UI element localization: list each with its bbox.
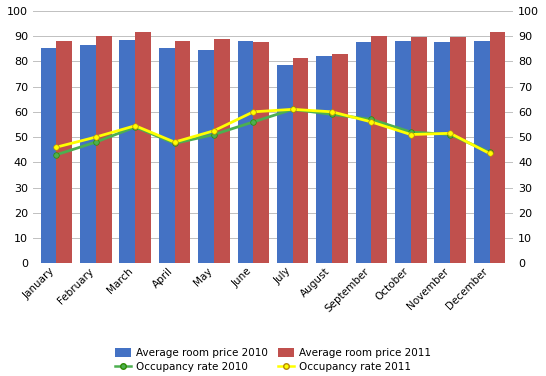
Occupancy rate 2011 (132, 123, 139, 128)
Occupancy rate 2011 (53, 145, 60, 149)
Occupancy rate 2010 (486, 150, 493, 155)
Bar (198, 50, 214, 263)
Bar (395, 41, 411, 263)
Occupancy rate 2010 (92, 140, 99, 144)
Line: Occupancy rate 2010: Occupancy rate 2010 (54, 106, 492, 158)
Occupancy rate 2010 (211, 132, 217, 137)
Bar (316, 56, 332, 263)
Bar (450, 38, 466, 263)
Occupancy rate 2010 (329, 112, 335, 117)
Bar (411, 38, 426, 263)
Occupancy rate 2011 (289, 107, 296, 112)
Occupancy rate 2010 (250, 120, 257, 124)
Occupancy rate 2011 (486, 151, 493, 156)
Bar (56, 41, 72, 263)
Occupancy rate 2010 (53, 153, 60, 157)
Bar (253, 42, 269, 263)
Bar (41, 47, 56, 263)
Line: Occupancy rate 2011: Occupancy rate 2011 (54, 106, 492, 156)
Bar (238, 41, 253, 263)
Occupancy rate 2011 (447, 131, 454, 135)
Occupancy rate 2011 (92, 135, 99, 139)
Bar (435, 42, 450, 263)
Occupancy rate 2011 (329, 109, 335, 114)
Legend: Average room price 2010, Occupancy rate 2010, Average room price 2011, Occupancy: Average room price 2010, Occupancy rate … (111, 344, 435, 376)
Occupancy rate 2010 (407, 130, 414, 134)
Bar (214, 39, 230, 263)
Bar (120, 40, 135, 263)
Occupancy rate 2011 (171, 140, 178, 144)
Bar (80, 45, 96, 263)
Bar (135, 32, 151, 263)
Bar (96, 36, 111, 263)
Occupancy rate 2010 (368, 117, 375, 122)
Bar (474, 41, 490, 263)
Bar (159, 47, 175, 263)
Occupancy rate 2011 (211, 129, 217, 133)
Occupancy rate 2011 (407, 132, 414, 137)
Occupancy rate 2011 (368, 120, 375, 124)
Bar (332, 54, 348, 263)
Occupancy rate 2010 (132, 125, 139, 129)
Occupancy rate 2010 (447, 132, 454, 137)
Bar (277, 65, 293, 263)
Bar (490, 32, 505, 263)
Bar (175, 41, 191, 263)
Occupancy rate 2010 (171, 141, 178, 146)
Occupancy rate 2010 (289, 107, 296, 112)
Bar (355, 42, 371, 263)
Bar (293, 58, 308, 263)
Bar (371, 36, 387, 263)
Occupancy rate 2011 (250, 109, 257, 114)
